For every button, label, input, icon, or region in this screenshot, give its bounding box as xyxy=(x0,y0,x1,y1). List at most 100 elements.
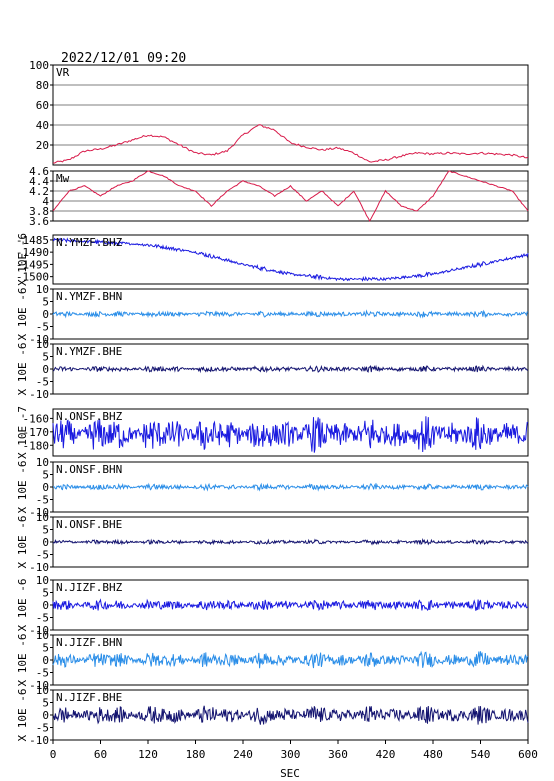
series-line xyxy=(52,537,529,546)
y-tick-label: -10 xyxy=(29,679,49,692)
y-tick-label: 20 xyxy=(36,139,49,152)
x-tick-label: 420 xyxy=(376,748,396,761)
y-tick-label: -170 xyxy=(23,426,50,439)
y-axis-unit-label: X 10E -6 xyxy=(16,288,29,341)
panel-label: N.JIZF.BHZ xyxy=(56,581,123,594)
panel-label: N.JIZF.BHE xyxy=(56,691,122,704)
y-tick-label: 3.6 xyxy=(29,215,49,228)
y-tick-label: -10 xyxy=(29,506,49,519)
y-tick-label: 5 xyxy=(42,587,49,600)
y-tick-label: 80 xyxy=(36,79,49,92)
series-line xyxy=(52,364,528,374)
x-tick-label: 240 xyxy=(233,748,253,761)
x-tick-label: 120 xyxy=(138,748,158,761)
y-axis-unit-label: X 10E -6 xyxy=(16,343,29,396)
y-tick-label: 40 xyxy=(36,119,49,132)
y-tick-label: 5 xyxy=(42,697,49,710)
panel-label: N.ONSF.BHZ xyxy=(56,410,123,423)
y-tick-label: 60 xyxy=(36,99,49,112)
y-tick-label: 5 xyxy=(42,351,49,364)
series-line xyxy=(52,309,529,319)
y-tick-label: -5 xyxy=(36,667,49,680)
x-axis: 0 60 120 180 240 300 360 420 480 540 600 xyxy=(50,740,538,761)
panel-label: N.JIZF.BHN xyxy=(56,636,122,649)
series-line xyxy=(52,650,529,669)
y-tick-label: 10 xyxy=(36,283,49,296)
panel-label: N.ONSF.BHN xyxy=(56,463,122,476)
y-axis-unit-label: X 10E -6 xyxy=(16,516,29,569)
y-tick-label: 4 xyxy=(42,195,49,208)
y-tick-label: 4.2 xyxy=(29,185,49,198)
x-tick-label: 60 xyxy=(94,748,107,761)
y-tick-label: 100 xyxy=(29,59,49,72)
panel-label: VR xyxy=(56,66,70,79)
panel-frame xyxy=(52,64,529,166)
y-tick-label: 0 xyxy=(42,481,49,494)
x-tick-label: 360 xyxy=(328,748,348,761)
y-tick-label: -10 xyxy=(29,333,49,346)
y-axis-unit-label: X 10E -6 xyxy=(16,233,29,286)
panel-label: N.ONSF.BHE xyxy=(56,518,122,531)
y-tick-label: -5 xyxy=(36,376,49,389)
series-line xyxy=(52,170,529,223)
x-tick-label: 180 xyxy=(186,748,206,761)
y-tick-label: -5 xyxy=(36,549,49,562)
panel-label: N.YMZF.BHE xyxy=(56,345,122,358)
panel-frame xyxy=(52,408,529,457)
panel-frame xyxy=(52,170,529,222)
y-tick-label: 5 xyxy=(42,469,49,482)
y-tick-label: 3.8 xyxy=(29,205,49,218)
series-line xyxy=(52,482,529,492)
y-tick-label: -10 xyxy=(29,561,49,574)
y-tick-label: -5 xyxy=(36,612,49,625)
series-line xyxy=(52,237,529,282)
x-tick-label: 480 xyxy=(423,748,443,761)
y-tick-label: 10 xyxy=(36,574,49,587)
panel-stack: 20406080100VR3.63.844.24.44.6Mw-1485-149… xyxy=(16,59,529,747)
series-line xyxy=(52,705,529,725)
y-axis-unit-label: X 10E -6 xyxy=(16,461,29,514)
y-axis-unit-label: X 10E -6 xyxy=(16,579,29,632)
y-axis-unit-label: X 10E -7 xyxy=(16,406,29,459)
y-tick-label: -5 xyxy=(36,321,49,334)
panel-label: N.YMZF.BHN xyxy=(56,290,122,303)
y-axis-unit-label: X 10E -6 xyxy=(16,634,29,687)
y-tick-label: 0 xyxy=(42,536,49,549)
y-tick-label: -1495 xyxy=(16,258,49,271)
y-tick-label: 5 xyxy=(42,642,49,655)
y-tick-label: 0 xyxy=(42,599,49,612)
x-tick-label: 0 xyxy=(50,748,57,761)
panel-frame xyxy=(52,234,529,285)
y-tick-label: -1485 xyxy=(16,234,49,247)
figure-datetime: 2022/12/01 09:20 xyxy=(61,51,186,66)
x-axis-label: SEC xyxy=(280,767,300,780)
y-tick-label: -1500 xyxy=(16,271,49,284)
x-tick-label: 540 xyxy=(471,748,491,761)
y-tick-label: -10 xyxy=(29,388,49,401)
y-tick-label: -160 xyxy=(23,412,50,425)
y-tick-label: 5 xyxy=(42,296,49,309)
panel: 20 40 60 80 100 VR xyxy=(29,59,529,166)
y-tick-label: -180 xyxy=(23,439,50,452)
y-tick-label: -10 xyxy=(29,734,49,747)
y-tick-label: 10 xyxy=(36,456,49,469)
panel-label: N.YMZF.BHZ xyxy=(56,236,123,249)
y-tick-label: 10 xyxy=(36,511,49,524)
panel: 3.63.844.24.44.6 Mw xyxy=(29,165,529,228)
y-tick-label: 0 xyxy=(42,654,49,667)
y-axis-unit-label: X 10E -6 xyxy=(16,689,29,742)
y-tick-label: 10 xyxy=(36,629,49,642)
series-line xyxy=(52,598,529,611)
y-tick-label: 0 xyxy=(42,363,49,376)
y-tick-label: 0 xyxy=(42,709,49,722)
y-tick-label: 4.4 xyxy=(29,175,49,188)
